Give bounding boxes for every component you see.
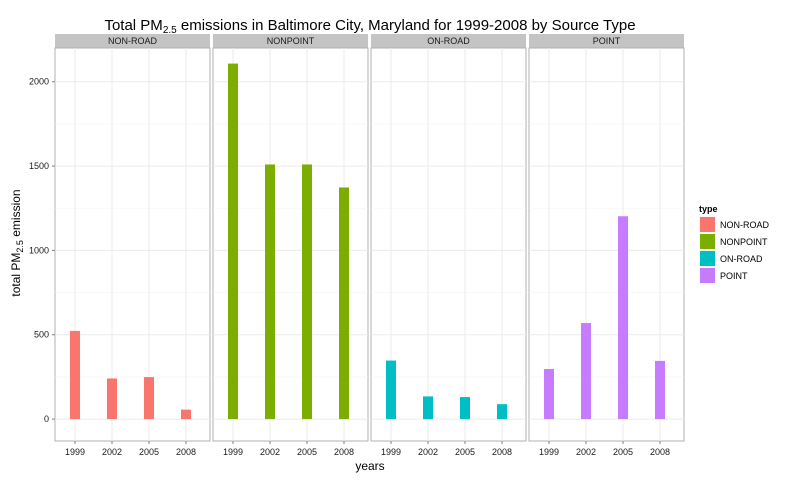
chart-title-rest: emissions in Baltimore City, Maryland fo… bbox=[177, 17, 636, 34]
x-tick-label: 2005 bbox=[455, 447, 475, 457]
panel-non-road: NON-ROAD 1999 2002 2005 2008 bbox=[54, 34, 211, 457]
y-axis-title: total PM2.5 emission bbox=[9, 189, 25, 296]
y-tick-label: 2000 bbox=[29, 77, 49, 87]
facet-strip-label: ON-ROAD bbox=[427, 36, 470, 46]
legend-label: ON-ROAD bbox=[720, 254, 763, 264]
bar bbox=[144, 377, 154, 420]
legend-key bbox=[700, 234, 715, 249]
x-tick-label: 2002 bbox=[418, 447, 438, 457]
legend-label: NONPOINT bbox=[720, 237, 768, 247]
facet-panels: NON-ROAD 1999 2002 2005 2008 NONPOINT 1999 2002… bbox=[54, 34, 685, 457]
y-tick-label: 500 bbox=[34, 330, 49, 340]
chart-title-main: Total PM bbox=[104, 17, 162, 34]
facet-strip bbox=[55, 34, 210, 48]
x-tick-label: 2005 bbox=[297, 447, 317, 457]
panel-point: POINT 1999 2002 2005 2008 bbox=[528, 34, 685, 457]
y-axis-title-main: total PM bbox=[9, 253, 23, 297]
bar bbox=[581, 323, 591, 420]
legend-label: POINT bbox=[720, 271, 748, 281]
y-axis-title-subscript: 2.5 bbox=[15, 240, 25, 253]
bar bbox=[107, 378, 117, 420]
bar bbox=[460, 397, 470, 420]
bar bbox=[423, 396, 433, 420]
facet-strip-label: NON-ROAD bbox=[108, 36, 157, 46]
bar bbox=[655, 360, 665, 420]
x-tick-label: 2002 bbox=[576, 447, 596, 457]
bar bbox=[302, 164, 312, 420]
bar bbox=[265, 164, 275, 420]
legend-key bbox=[700, 217, 715, 232]
x-tick-label: 2002 bbox=[260, 447, 280, 457]
chart-title: Total PM2.5 emissions in Baltimore City,… bbox=[104, 17, 635, 36]
facet-strip bbox=[213, 34, 368, 48]
x-tick-label: 2008 bbox=[334, 447, 354, 457]
bar bbox=[70, 330, 80, 420]
x-tick-label: 1999 bbox=[539, 447, 559, 457]
x-tick-label: 2008 bbox=[650, 447, 670, 457]
facet-strip bbox=[529, 34, 684, 48]
x-tick-label: 2005 bbox=[139, 447, 159, 457]
x-axis-title: years bbox=[355, 459, 384, 473]
x-tick-label: 2002 bbox=[102, 447, 122, 457]
bar bbox=[339, 187, 349, 420]
x-tick-label: 1999 bbox=[65, 447, 85, 457]
panel-background bbox=[54, 47, 211, 442]
panel-background bbox=[370, 47, 527, 442]
y-tick-label: 1000 bbox=[29, 245, 49, 255]
legend: type NON-ROAD NONPOINT ON-ROAD POINT bbox=[698, 204, 769, 285]
x-tick-label: 2005 bbox=[613, 447, 633, 457]
legend-key bbox=[700, 251, 715, 266]
chart-title-subscript: 2.5 bbox=[163, 25, 177, 36]
y-axis-title-rest: emission bbox=[9, 189, 23, 240]
x-tick-label: 1999 bbox=[223, 447, 243, 457]
y-tick-label: 1500 bbox=[29, 161, 49, 171]
panel-nonpoint: NONPOINT 1999 2002 2005 2008 bbox=[212, 34, 369, 457]
y-axis: 0 500 1000 1500 2000 bbox=[29, 77, 55, 424]
x-tick-label: 1999 bbox=[381, 447, 401, 457]
bar bbox=[181, 409, 191, 420]
facet-strip bbox=[371, 34, 526, 48]
panel-on-road: ON-ROAD 1999 2002 2005 2008 bbox=[370, 34, 527, 457]
x-tick-label: 2008 bbox=[492, 447, 512, 457]
facet-strip-label: POINT bbox=[593, 36, 621, 46]
x-tick-label: 2008 bbox=[176, 447, 196, 457]
bar bbox=[618, 216, 628, 420]
bar bbox=[228, 63, 238, 420]
legend-label: NON-ROAD bbox=[720, 220, 769, 230]
y-tick-label: 0 bbox=[44, 414, 49, 424]
bar bbox=[544, 369, 554, 420]
facet-strip-label: NONPOINT bbox=[267, 36, 315, 46]
bar bbox=[497, 404, 507, 420]
legend-title: type bbox=[699, 204, 718, 214]
bar bbox=[386, 360, 396, 420]
legend-key bbox=[700, 268, 715, 283]
